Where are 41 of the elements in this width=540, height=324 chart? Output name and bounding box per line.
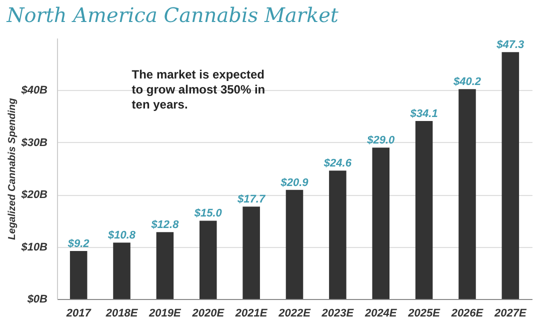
x-tick-label: 2022E bbox=[278, 308, 312, 320]
bar bbox=[113, 242, 130, 299]
x-tick-label: 2017 bbox=[65, 308, 92, 320]
bar bbox=[200, 220, 217, 299]
y-tick-label: $0B bbox=[26, 294, 48, 306]
data-label: $20.9 bbox=[280, 176, 310, 189]
data-label: $29.0 bbox=[366, 134, 396, 147]
x-tick-label: 2026E bbox=[450, 308, 484, 320]
x-tick-label: 2021E bbox=[234, 308, 268, 320]
x-tick-label: 2018E bbox=[104, 308, 138, 320]
y-tick-label: $10B bbox=[20, 241, 48, 254]
data-label: $40.2 bbox=[452, 76, 481, 88]
bar bbox=[502, 52, 520, 299]
x-tick-label: 2020E bbox=[191, 308, 225, 320]
y-tick-label: $40B bbox=[20, 84, 48, 97]
data-label: $15.0 bbox=[193, 208, 223, 220]
bar bbox=[415, 121, 433, 299]
data-label: $12.8 bbox=[150, 219, 180, 232]
x-tick-label: 2027E bbox=[494, 308, 527, 320]
x-tick-label: 2025E bbox=[407, 308, 441, 320]
x-tick-label: 2019E bbox=[148, 308, 182, 320]
y-tick-label: $20B bbox=[20, 189, 48, 202]
bar bbox=[242, 206, 260, 299]
chart-title: North America Cannabis Market bbox=[6, 3, 340, 27]
bar bbox=[286, 190, 304, 299]
data-label: $10.8 bbox=[107, 230, 136, 242]
bar bbox=[372, 148, 390, 299]
bar bbox=[70, 250, 88, 299]
data-label: $9.2 bbox=[66, 238, 90, 250]
data-label: $17.7 bbox=[236, 194, 266, 206]
bar bbox=[329, 170, 346, 299]
bar bbox=[458, 89, 476, 299]
x-tick-label: 2023E bbox=[320, 308, 354, 320]
y-axis-title: Legalized Cannabis Spending bbox=[7, 98, 18, 240]
x-tick-label: 2024E bbox=[364, 308, 398, 320]
annotation: The market is expected to grow almost 350% in ten years. bbox=[132, 67, 266, 112]
data-label: $47.3 bbox=[496, 39, 524, 52]
data-label: $34.1 bbox=[409, 108, 438, 120]
data-label: $24.6 bbox=[322, 158, 352, 170]
bar bbox=[156, 232, 174, 299]
y-tick-label: $30B bbox=[20, 136, 48, 149]
